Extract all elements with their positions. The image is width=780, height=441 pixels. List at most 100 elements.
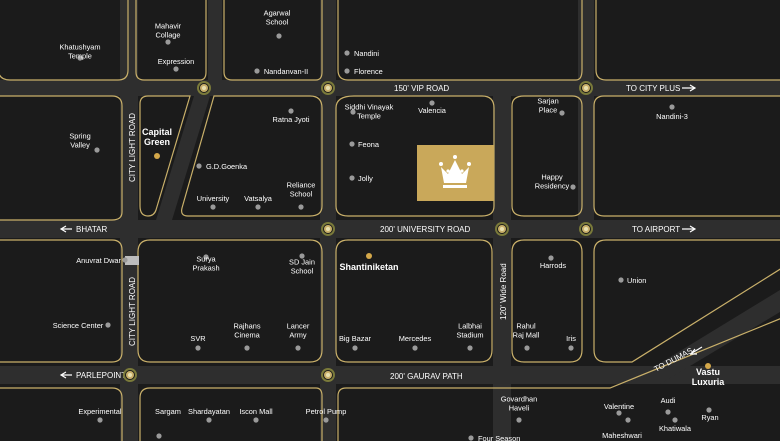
place-label: Four Season (478, 434, 520, 441)
location-dot-icon (196, 163, 202, 169)
location-dot-icon (706, 407, 712, 413)
direction-airport: TO AIRPORT (632, 225, 680, 234)
location-dot-icon (253, 417, 259, 423)
place-label: Iscon Mall (239, 407, 273, 416)
place-label: Sargam (155, 407, 181, 416)
roundabout-icon (321, 222, 335, 236)
place-label: Reliance School (287, 181, 316, 199)
place-sarjan: Sarjan Place (537, 97, 565, 116)
place-harrods: Harrods (540, 255, 566, 270)
place-lalbhai: Lalbhai Stadium (456, 322, 484, 351)
location-dot-icon (467, 345, 473, 351)
place-label: Shardayatan (188, 407, 230, 416)
place-label: Anuvrat Dwar (76, 256, 121, 265)
place-label: Petrol Pump (306, 407, 347, 416)
place-valentine: Valentine (604, 402, 634, 416)
direction-parlepoint: PARLEPOINT (76, 371, 126, 380)
location-dot-icon (468, 435, 474, 441)
place-valencia: Valencia (418, 100, 447, 115)
place-label: Lalbhai Stadium (456, 322, 483, 340)
location-dot-icon (705, 363, 711, 369)
place-vatsalya: Vatsalya (244, 194, 273, 210)
roundabout-icon (321, 81, 335, 95)
place-mercedes: Mercedes (399, 334, 432, 351)
location-dot-icon (254, 68, 260, 74)
place-capital-green: Capital Green (142, 127, 172, 159)
place-label: Big Bazar (339, 334, 372, 343)
place-label: Vastu Luxuria (692, 367, 726, 387)
place-label: Feona (358, 140, 380, 149)
location-dot-icon (669, 104, 675, 110)
location-dot-icon (352, 345, 358, 351)
place-label: Valentine (604, 402, 634, 411)
location-dot-icon (516, 417, 522, 423)
place-happy: Happy Residency (535, 173, 576, 190)
place-khatiwala: Khatiwala (659, 417, 692, 433)
place-label: Sarjan Place (537, 97, 558, 115)
place-label: Science Center (53, 321, 104, 330)
location-dot-icon (195, 345, 201, 351)
location-dot-icon (77, 55, 83, 61)
junction-group (123, 81, 593, 382)
place-label: Experimental (78, 407, 121, 416)
place-label: Union (627, 276, 646, 285)
place-label: Surya Prakash (192, 255, 219, 273)
location-dot-icon (616, 410, 622, 416)
location-dot-icon (105, 322, 111, 328)
road-label-vip: 150' VIP ROAD (394, 84, 449, 93)
location-dot-icon (122, 257, 128, 263)
place-svr: SVR (190, 334, 206, 351)
place-siddhi: Siddhi Vinayak Temple (345, 103, 394, 121)
place-vastu: Vastu Luxuria (692, 363, 726, 387)
location-dot-icon (366, 253, 372, 259)
location-dot-icon (559, 110, 565, 116)
arrow-right-icon (682, 84, 697, 92)
location-dot-icon (548, 255, 554, 261)
place-shardayatan: Shardayatan (188, 407, 230, 423)
location-dot-icon (570, 184, 576, 190)
place-label: SVR (190, 334, 205, 343)
location-dot-icon (154, 153, 160, 159)
gate-marker (125, 256, 139, 265)
arrow-left-icon (59, 225, 72, 233)
place-label: Nandini (354, 49, 379, 58)
project-block (417, 145, 494, 201)
location-dot-icon (625, 417, 631, 423)
direction-bhatar: BHATAR (76, 225, 107, 234)
location-dot-icon (94, 147, 100, 153)
road-label-university: 200' UNIVERSITY ROAD (380, 225, 471, 234)
place-label: Iris (566, 334, 576, 343)
location-dot-icon (299, 253, 305, 259)
location-dot-icon (210, 204, 216, 210)
location-dot-icon (524, 345, 530, 351)
place-govardhan: Govardhan Haveli (501, 395, 537, 423)
place-expression: Expression (158, 57, 194, 72)
location-dot-icon (276, 33, 282, 39)
place-label: G.D.Goenka (206, 162, 248, 171)
place-science: Science Center (53, 321, 111, 330)
arrow-left-icon (689, 346, 703, 355)
place-iscon: Iscon Mall (239, 407, 273, 423)
place-label: Khatiwala (659, 424, 692, 433)
road-label-city-light-bottom: CITY LIGHT ROAD (128, 277, 137, 346)
place-khatushyam: Khatushyam Temple (59, 43, 101, 61)
location-dot-icon (97, 417, 103, 423)
roundabout-icon (579, 81, 593, 95)
roundabout-icon (495, 222, 509, 236)
location-dot-icon (349, 175, 355, 181)
place-reliance: Reliance School (287, 181, 316, 210)
roundabout-icon (197, 81, 211, 95)
location-dot-icon (350, 109, 356, 115)
place-label: University (197, 194, 230, 203)
place-label: Nandanvan-II (264, 67, 308, 76)
place-ryan: Ryan (701, 407, 719, 422)
location-dot-icon (173, 66, 179, 72)
place-bigbazar: Big Bazar (339, 334, 372, 351)
location-dot-icon (206, 417, 212, 423)
places-group: Mahavir Collage Agarwal School Khatushyam Tem… (53, 9, 726, 441)
place-label: Agarwal School (264, 9, 291, 27)
place-label: Rahul Raj Mall (513, 322, 540, 340)
place-label: Maheshwari (602, 431, 642, 440)
